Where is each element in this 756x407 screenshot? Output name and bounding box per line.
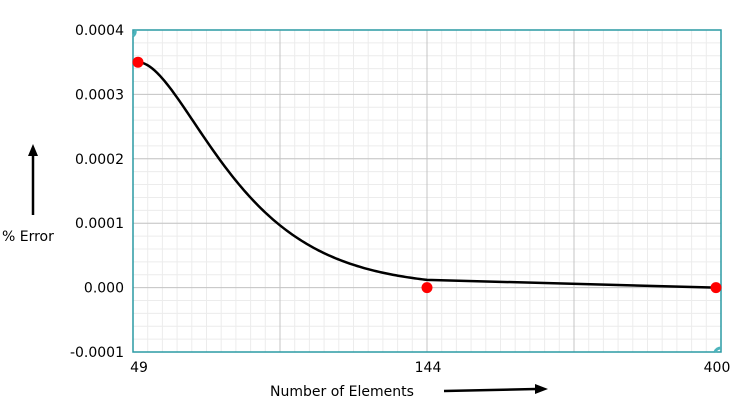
y-tick-label: 0.0003 — [75, 87, 124, 103]
plot-frame — [132, 29, 722, 353]
y-tick-label: 0.0001 — [75, 216, 124, 232]
x-axis-arrow — [443, 384, 548, 394]
x-tick-label: 144 — [415, 360, 442, 376]
data-point — [132, 56, 144, 68]
x-axis-label: Number of Elements — [270, 384, 414, 400]
y-tick-label: -0.0001 — [70, 345, 124, 361]
corner-handle-bottom-right — [713, 346, 722, 353]
series-line — [137, 60, 717, 289]
y-axis-ticks: 0.0004 0.0003 0.0002 0.0001 0.000 -0.0001 — [70, 23, 124, 361]
data-point — [710, 282, 722, 294]
y-tick-label: 0.0004 — [75, 23, 124, 39]
y-axis-arrow — [28, 144, 38, 215]
y-axis-label: % Error — [2, 229, 54, 245]
corner-handle-top-left — [131, 29, 137, 38]
y-tick-label: 0.000 — [84, 281, 124, 297]
data-point — [421, 282, 433, 294]
y-tick-label: 0.0002 — [75, 152, 124, 168]
x-axis-ticks: 49 144 400 — [130, 360, 730, 376]
x-tick-label: 49 — [130, 360, 148, 376]
x-tick-label: 400 — [704, 360, 731, 376]
data-markers — [132, 56, 722, 294]
